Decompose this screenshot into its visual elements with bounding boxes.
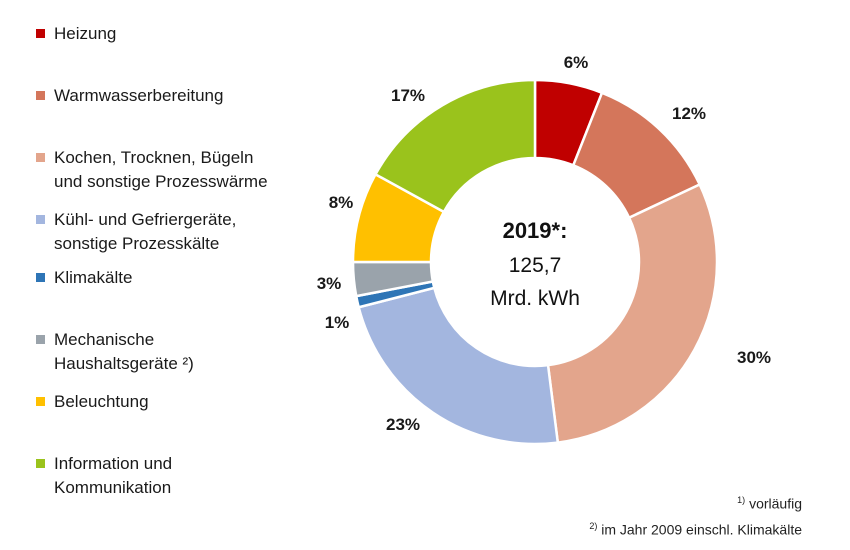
legend-label: Heizung: [54, 24, 117, 43]
donut-slice: [546, 182, 719, 444]
slice-value-label: 8%: [329, 193, 354, 212]
legend-item: Heizung: [36, 22, 116, 46]
legend-item: Information und Kommunikation: [36, 452, 172, 500]
legend-label: Kochen, Trocknen, Bügeln und sonstige Pr…: [54, 148, 268, 191]
slice-value-labels: 6% 12% 30% 23% 1% 3% 8% 17%: [317, 53, 771, 434]
legend-label: Beleuchtung: [54, 392, 149, 411]
legend-item: Beleuchtung: [36, 390, 149, 414]
legend-swatch: [36, 91, 45, 100]
footnote-2: 2) im Jahr 2009 einschl. Klimakälte: [589, 515, 802, 542]
legend-label: Klimakälte: [54, 268, 133, 287]
legend-swatch: [36, 397, 45, 406]
legend-item: Kühl- und Gefriergeräte, sonstige Prozes…: [36, 208, 236, 256]
footnote-2-mark: 2): [589, 521, 598, 532]
legend-swatch: [36, 153, 45, 162]
slice-value-label: 6%: [564, 53, 589, 72]
slice-value-label: 30%: [737, 348, 771, 367]
legend-label: Information und Kommunikation: [54, 454, 173, 497]
legend-swatch: [36, 215, 45, 224]
center-year: 2019*:: [503, 218, 568, 243]
donut-slice: [373, 78, 537, 214]
footnote-1-mark: 1): [737, 494, 746, 505]
legend-swatch: [36, 459, 45, 468]
slice-value-label: 23%: [386, 415, 420, 434]
slice-value-label: 1%: [325, 313, 350, 332]
legend-swatch: [36, 273, 45, 282]
donut-slice: [357, 286, 560, 446]
center-unit: Mrd. kWh: [490, 287, 580, 310]
legend-label: Kühl- und Gefriergeräte, sonstige Prozes…: [54, 210, 237, 253]
legend-item: Kochen, Trocknen, Bügeln und sonstige Pr…: [36, 146, 268, 194]
slice-value-label: 3%: [317, 274, 342, 293]
donut-slices: [351, 78, 719, 446]
footnotes: 1) vorläufig 2) im Jahr 2009 einschl. Kl…: [589, 489, 802, 542]
footnote-1-text: vorläufig: [749, 495, 802, 512]
legend-item: Warmwasserbereitung: [36, 84, 223, 108]
legend-swatch: [36, 29, 45, 38]
center-total-value: 125,7: [509, 254, 562, 277]
legend-label: Mechanische Haushaltsgeräte ²): [54, 330, 194, 373]
slice-value-label: 17%: [391, 86, 425, 105]
legend-swatch: [36, 335, 45, 344]
footnote-2-text: im Jahr 2009 einschl. Klimakälte: [601, 522, 802, 538]
slice-value-label: 12%: [672, 104, 706, 123]
legend-label: Warmwasserbereitung: [54, 86, 224, 105]
legend-item: Klimakälte: [36, 266, 132, 290]
footnote-1: 1) vorläufig: [589, 489, 802, 516]
chart-legend: Heizung Warmwasserbereitung Kochen, Trockn…: [36, 0, 336, 520]
legend-item: Mechanische Haushaltsgeräte ²): [36, 328, 194, 376]
